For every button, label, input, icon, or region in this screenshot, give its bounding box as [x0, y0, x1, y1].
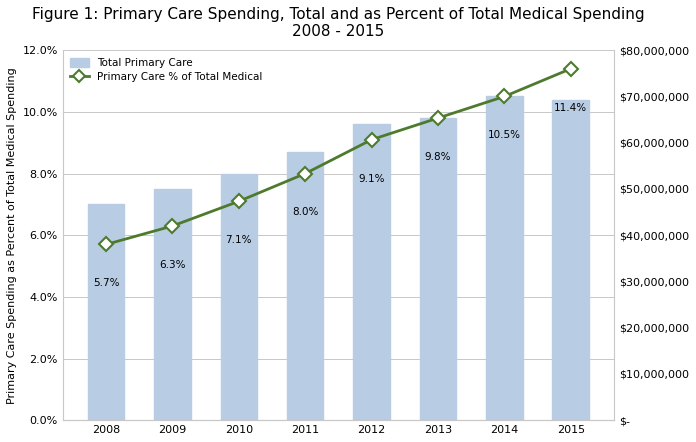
Primary Care % of Total Medical: [235, 198, 243, 204]
Text: 10.5%: 10.5%: [488, 130, 521, 141]
Bar: [88, 204, 125, 420]
Line: Primary Care % of Total Medical: Primary Care % of Total Medical: [101, 64, 576, 249]
Primary Care % of Total Medical: [168, 223, 177, 229]
Primary Care % of Total Medical: [434, 115, 442, 121]
Title: Figure 1: Primary Care Spending, Total and as Percent of Total Medical Spending
: Figure 1: Primary Care Spending, Total a…: [32, 7, 644, 39]
Bar: [354, 124, 390, 420]
Primary Care % of Total Medical: [500, 94, 509, 99]
Text: 9.1%: 9.1%: [358, 174, 385, 183]
Primary Care % of Total Medical: [301, 171, 310, 176]
Bar: [155, 189, 191, 420]
Text: 8.0%: 8.0%: [292, 207, 318, 217]
Primary Care % of Total Medical: [567, 66, 575, 72]
Text: 9.8%: 9.8%: [425, 152, 451, 162]
Y-axis label: Primary Care Spending as Percent of Total Medical Spending: Primary Care Spending as Percent of Tota…: [7, 67, 17, 404]
Bar: [553, 99, 589, 420]
Text: 6.3%: 6.3%: [159, 260, 186, 270]
Text: 11.4%: 11.4%: [554, 103, 587, 113]
Bar: [221, 174, 257, 420]
Primary Care % of Total Medical: [102, 242, 110, 247]
Primary Care % of Total Medical: [367, 137, 376, 142]
Bar: [287, 152, 324, 420]
Bar: [420, 118, 457, 420]
Legend: Total Primary Care, Primary Care % of Total Medical: Total Primary Care, Primary Care % of To…: [66, 53, 267, 86]
Text: 5.7%: 5.7%: [93, 278, 119, 288]
Bar: [486, 96, 523, 420]
Text: 7.1%: 7.1%: [226, 235, 252, 245]
